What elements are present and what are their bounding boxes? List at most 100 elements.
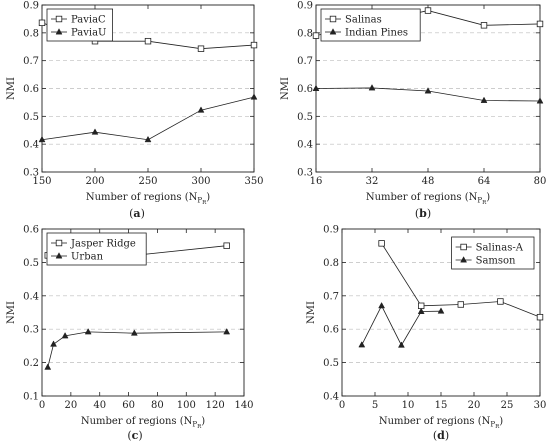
x-axis-label: Number of regions (NPR)	[86, 192, 210, 206]
data-point-square	[457, 301, 464, 308]
panel-caption: (c)	[127, 429, 142, 442]
data-point-triangle	[358, 341, 366, 348]
x-tick-label: 30	[534, 400, 547, 411]
data-point-triangle	[250, 93, 258, 100]
panel-caption: (b)	[415, 207, 431, 220]
data-point-square	[497, 298, 504, 305]
x-tick-label: 15	[435, 400, 448, 411]
y-tick-label: 0.9	[23, 1, 39, 12]
x-tick-label: 20	[468, 400, 481, 411]
x-tick-label: 5	[372, 400, 378, 411]
y-tick-label: 0.6	[323, 325, 339, 336]
legend-label: Salinas	[345, 15, 382, 26]
panel-caption: (d)	[433, 429, 449, 442]
x-tick-label: 200	[85, 176, 104, 187]
data-point-triangle	[55, 252, 63, 259]
data-point-square	[536, 20, 544, 28]
x-tick-label: 0	[339, 400, 345, 411]
x-tick-label: 60	[122, 400, 135, 411]
legend-label: Indian Pines	[345, 28, 408, 39]
legend-label: Jasper Ridge	[70, 239, 136, 250]
x-tick-label: 100	[177, 400, 196, 411]
data-point-triangle	[460, 256, 468, 263]
y-tick-label: 0.6	[297, 84, 313, 95]
x-tick-label: 80	[534, 176, 547, 187]
data-point-triangle	[424, 87, 432, 94]
y-tick-label: 0.8	[23, 28, 39, 39]
legend-label: Urban	[71, 252, 104, 263]
y-tick-label: 0.8	[323, 258, 339, 269]
x-tick-label: 150	[32, 176, 51, 187]
y-axis-label: NMI	[6, 301, 17, 324]
data-point-triangle	[44, 363, 52, 370]
x-tick-label: 16	[310, 176, 323, 187]
data-point-square	[424, 7, 432, 14]
data-point-triangle	[130, 329, 138, 336]
data-point-triangle	[368, 84, 376, 91]
y-tick-label: 0.7	[323, 291, 339, 302]
data-point-triangle	[55, 28, 63, 35]
legend-box	[451, 236, 535, 270]
data-point-triangle	[61, 332, 69, 339]
data-point-square	[312, 32, 320, 39]
data-point-square	[480, 22, 488, 29]
series-line	[47, 331, 227, 368]
legend-box	[320, 8, 421, 42]
y-tick-label: 0.8	[297, 28, 313, 39]
data-point-triangle	[197, 106, 205, 113]
data-point-triangle	[480, 96, 488, 103]
data-point-triangle	[397, 341, 405, 348]
y-tick-label: 0.5	[23, 112, 39, 123]
data-point-square	[144, 37, 152, 45]
series-line	[41, 96, 255, 141]
y-tick-label: 0.2	[23, 358, 39, 369]
y-tick-label: 0.9	[323, 225, 339, 236]
data-point-square	[38, 19, 46, 27]
legend-box	[46, 232, 147, 266]
y-tick-label: 0.6	[23, 84, 39, 95]
y-tick-label: 0.5	[297, 112, 313, 123]
y-tick-label: 0.5	[323, 358, 339, 369]
data-point-square	[223, 242, 230, 249]
x-axis-label: Number of regions (NPR)	[366, 192, 490, 206]
x-tick-label: 140	[234, 400, 253, 411]
y-axis-label: NMI	[280, 77, 291, 100]
data-point-triangle	[312, 84, 320, 91]
data-point-square	[460, 243, 467, 251]
y-tick-label: 0.3	[23, 168, 39, 179]
y-tick-label: 0.4	[23, 291, 39, 302]
chart-panel-3: 0.1 0.2 0.3 0.4 0.5 0.6 0 20 40 60 80 100 120 140 Numb…	[6, 225, 254, 443]
data-point-square	[55, 239, 63, 247]
data-point-triangle	[437, 307, 445, 314]
y-tick-label: 0.7	[297, 56, 313, 67]
series-paviau	[38, 93, 258, 143]
data-point-square	[55, 15, 63, 23]
legend: Jasper Ridge Urban	[46, 232, 147, 266]
x-tick-label: 64	[478, 176, 491, 187]
y-axis-label: NMI	[306, 301, 317, 324]
chart-panel-2: 0.3 0.4 0.5 0.6 0.7 0.8 0.9 16 32 48 64 80 Number of…	[280, 1, 546, 221]
legend-label: PaviaU	[71, 28, 106, 39]
y-tick-label: 0.6	[23, 225, 39, 236]
data-point-triangle	[417, 307, 425, 314]
data-point-square	[536, 313, 544, 321]
legend: Salinas Indian Pines	[320, 8, 421, 42]
x-tick-label: 10	[402, 400, 415, 411]
series-samson	[358, 301, 445, 348]
legend: Salinas-A Samson	[451, 236, 535, 270]
data-point-triangle	[378, 301, 386, 309]
data-point-square	[250, 41, 258, 49]
data-point-triangle	[223, 328, 231, 335]
data-point-triangle	[536, 97, 544, 104]
x-tick-label: 40	[93, 400, 106, 411]
y-tick-label: 0.3	[297, 168, 313, 179]
y-tick-label: 0.4	[23, 140, 39, 151]
x-tick-label: 80	[151, 400, 164, 411]
legend-label: Salinas-A	[476, 243, 524, 254]
chart-panel-1: 0.3 0.4 0.5 0.6 0.7 0.8 0.9 150 200 250 300 350 Numb…	[6, 1, 264, 221]
y-tick-label: 0.7	[23, 56, 39, 67]
data-point-triangle	[91, 128, 99, 135]
x-axis-label: Number of regions (NPR)	[81, 416, 205, 430]
x-tick-label: 250	[138, 176, 157, 187]
